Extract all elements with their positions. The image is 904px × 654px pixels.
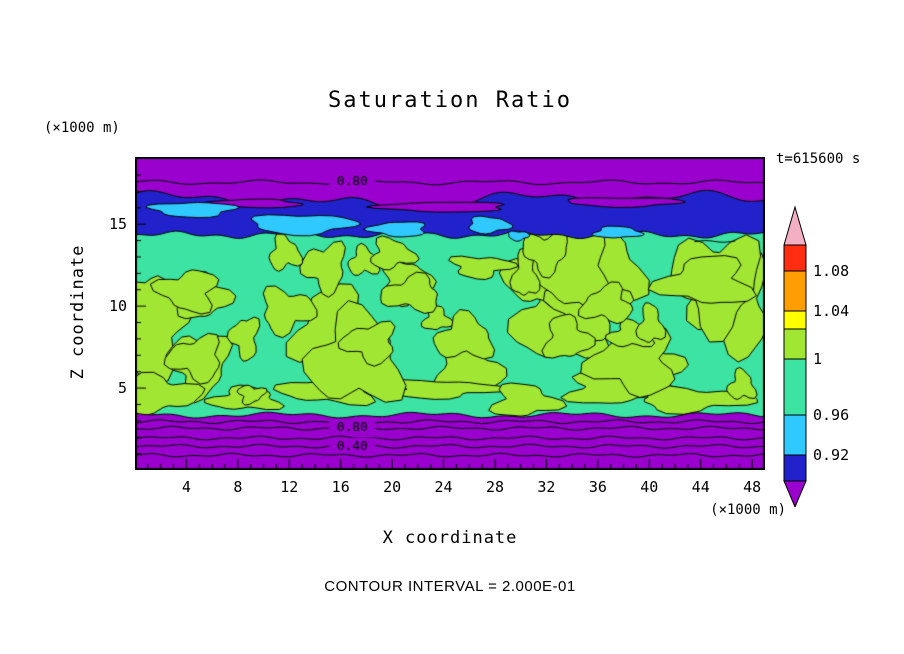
x-tick-label: 28 bbox=[485, 478, 505, 496]
contour-interval-label: CONTOUR INTERVAL = 2.000E-01 bbox=[324, 578, 576, 595]
colorbar-segment bbox=[783, 310, 807, 330]
contour-plot-canvas bbox=[135, 157, 765, 470]
chart-title: Saturation Ratio bbox=[328, 88, 572, 113]
colorbar-segment bbox=[783, 414, 807, 456]
colorbar-tick-label: 1.04 bbox=[813, 302, 850, 320]
x-tick-label: 40 bbox=[640, 478, 659, 496]
y-tick-label: 15 bbox=[108, 215, 127, 234]
x-tick-label: 8 bbox=[233, 478, 243, 496]
x-tick-label: 48 bbox=[743, 478, 762, 496]
x-tick-label: 20 bbox=[383, 478, 402, 496]
x-tick-label: 44 bbox=[691, 478, 710, 496]
timestamp-label: t=615600 s bbox=[776, 151, 861, 167]
colorbar-segment bbox=[783, 270, 807, 312]
x-axis-units-label: (×1000 m) bbox=[710, 502, 786, 518]
x-tick-label: 16 bbox=[331, 478, 350, 496]
colorbar bbox=[783, 205, 807, 509]
x-axis-title: X coordinate bbox=[382, 528, 518, 548]
x-tick-label: 12 bbox=[280, 478, 299, 496]
colorbar-segment bbox=[783, 358, 807, 416]
colorbar-segment bbox=[783, 328, 807, 360]
y-tick-label: 10 bbox=[108, 297, 127, 316]
colorbar-arrow-up bbox=[783, 205, 807, 246]
colorbar-tick-label: 0.96 bbox=[813, 406, 850, 424]
colorbar-arrow-down bbox=[783, 480, 807, 509]
colorbar-tick-label: 0.92 bbox=[813, 446, 850, 464]
colorbar-segment bbox=[783, 244, 807, 272]
x-tick-label: 32 bbox=[537, 478, 556, 496]
x-tick-label: 36 bbox=[588, 478, 607, 496]
y-tick-label: 5 bbox=[117, 379, 127, 398]
y-axis-title: Z coordinate bbox=[68, 244, 88, 380]
colorbar-tick-label: 1.08 bbox=[813, 262, 850, 280]
colorbar-segment bbox=[783, 454, 807, 482]
x-tick-label: 4 bbox=[181, 478, 191, 496]
colorbar-tick-label: 1 bbox=[813, 350, 823, 368]
x-tick-label: 24 bbox=[434, 478, 453, 496]
y-axis-units-label: (×1000 m) bbox=[44, 120, 120, 136]
colorbar-svg bbox=[783, 205, 807, 509]
